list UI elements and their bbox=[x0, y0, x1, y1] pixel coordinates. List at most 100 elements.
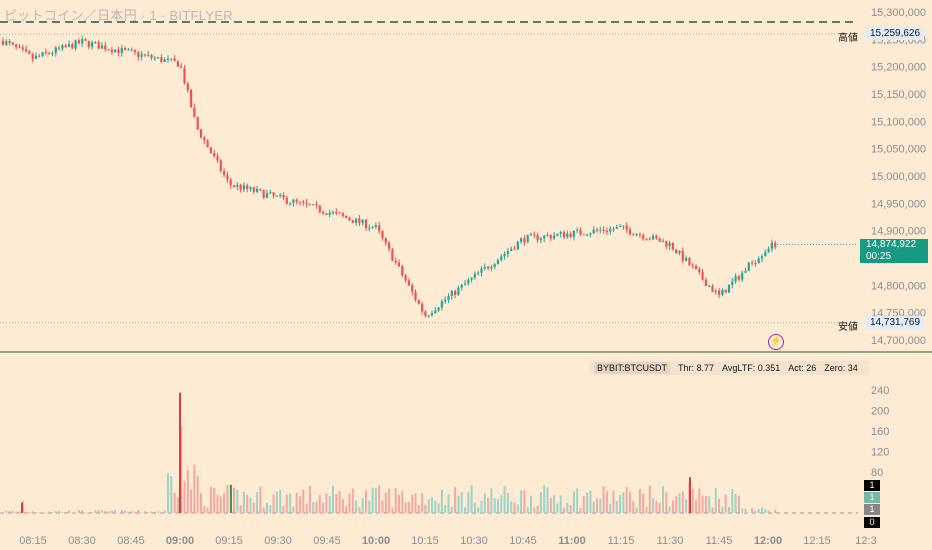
candle bbox=[397, 262, 401, 267]
volume-bar bbox=[186, 469, 189, 513]
candle bbox=[417, 299, 420, 304]
volume-bar bbox=[64, 511, 67, 513]
candle bbox=[203, 137, 206, 141]
volume-bar bbox=[516, 504, 519, 513]
volume-bar bbox=[668, 506, 671, 513]
candle bbox=[727, 284, 731, 293]
candle bbox=[137, 52, 140, 57]
candle bbox=[341, 213, 344, 216]
volume-bar bbox=[246, 494, 249, 513]
candle bbox=[21, 47, 24, 50]
candle bbox=[536, 235, 539, 241]
counter-badge: 1 bbox=[864, 504, 880, 515]
volume-bar bbox=[728, 506, 730, 513]
volume-bar bbox=[721, 507, 724, 513]
candle bbox=[401, 266, 404, 276]
candle bbox=[523, 238, 526, 243]
candle bbox=[157, 57, 160, 59]
price-tick-label: 15,200,000 bbox=[871, 62, 926, 74]
candle bbox=[609, 228, 612, 232]
volume-bar bbox=[147, 512, 150, 513]
candle bbox=[566, 233, 569, 238]
volume-bar bbox=[335, 493, 338, 513]
volume-tick-label: 160 bbox=[871, 426, 889, 438]
volume-bar bbox=[233, 487, 235, 513]
volume-bar bbox=[292, 506, 295, 513]
volume-bar bbox=[477, 507, 480, 513]
candle bbox=[223, 170, 226, 176]
candle bbox=[48, 52, 51, 54]
candle bbox=[289, 203, 292, 205]
candle bbox=[8, 41, 11, 43]
volume-bar bbox=[543, 484, 546, 513]
candle bbox=[500, 256, 503, 260]
candle bbox=[232, 185, 236, 187]
volume-bar bbox=[394, 488, 397, 513]
indicator-symbol: BYBIT:BTCUSDT bbox=[594, 362, 671, 374]
candle bbox=[213, 153, 216, 157]
candle bbox=[652, 235, 655, 240]
volume-bar bbox=[398, 494, 400, 513]
volume-bar bbox=[361, 498, 364, 513]
volume-bar bbox=[378, 485, 381, 513]
volume-bar bbox=[140, 512, 143, 513]
candle bbox=[190, 90, 193, 108]
time-tick-label: 09:45 bbox=[313, 535, 341, 547]
volume-bar bbox=[242, 491, 245, 513]
volume-bar bbox=[8, 511, 11, 513]
candle bbox=[691, 265, 694, 267]
candle bbox=[556, 233, 559, 236]
volume-bar bbox=[431, 497, 433, 513]
volume-bar bbox=[685, 498, 688, 513]
volume-bar bbox=[652, 498, 655, 513]
candle bbox=[54, 47, 57, 54]
volume-bar bbox=[196, 476, 199, 513]
volume-bar bbox=[176, 497, 179, 513]
candle bbox=[206, 140, 209, 148]
time-tick-label: 09:15 bbox=[215, 535, 243, 547]
volume-bar bbox=[308, 485, 311, 513]
candle bbox=[619, 226, 622, 228]
volume-bar bbox=[658, 502, 661, 513]
candle bbox=[658, 238, 661, 242]
volume-bar bbox=[526, 506, 529, 513]
volume-bar bbox=[153, 511, 156, 513]
candle bbox=[526, 234, 529, 243]
volume-bar bbox=[388, 488, 391, 513]
volume-bar bbox=[605, 491, 608, 513]
time-tick-label: 11:45 bbox=[706, 535, 733, 547]
candle bbox=[361, 219, 364, 224]
candle bbox=[259, 188, 262, 191]
candle bbox=[411, 285, 414, 292]
candle bbox=[236, 184, 239, 187]
candle bbox=[457, 287, 460, 295]
indicator-legend[interactable]: BYBIT:BTCUSDT Thr: 8.77 AvgLTF: 0.351 Ac… bbox=[590, 361, 870, 375]
volume-bar bbox=[249, 497, 252, 513]
candle bbox=[704, 279, 707, 287]
volume-bar bbox=[417, 505, 420, 513]
countdown: 00:25 bbox=[866, 251, 892, 262]
volume-bar bbox=[619, 495, 622, 513]
volume-bar bbox=[642, 493, 645, 513]
volume-bar bbox=[460, 492, 463, 513]
low-label-name: 安値 bbox=[838, 322, 858, 333]
candle bbox=[625, 225, 628, 230]
volume-bar bbox=[553, 495, 556, 513]
candle bbox=[186, 83, 189, 91]
volume-bar bbox=[289, 493, 292, 513]
candle bbox=[404, 275, 407, 281]
candle bbox=[671, 242, 674, 250]
price-tick-label: 15,300,000 bbox=[871, 7, 926, 19]
indicator-avg: AvgLTF: 0.351 bbox=[722, 363, 781, 373]
candle bbox=[351, 220, 354, 224]
candle bbox=[94, 42, 97, 44]
lightning-icon[interactable]: ⚡ bbox=[768, 334, 784, 350]
candle bbox=[737, 276, 740, 280]
candle bbox=[305, 202, 308, 205]
candle bbox=[414, 291, 417, 300]
volume-bar bbox=[533, 507, 536, 513]
candle bbox=[279, 194, 282, 196]
volume-bar bbox=[450, 507, 453, 513]
candle bbox=[434, 310, 437, 314]
